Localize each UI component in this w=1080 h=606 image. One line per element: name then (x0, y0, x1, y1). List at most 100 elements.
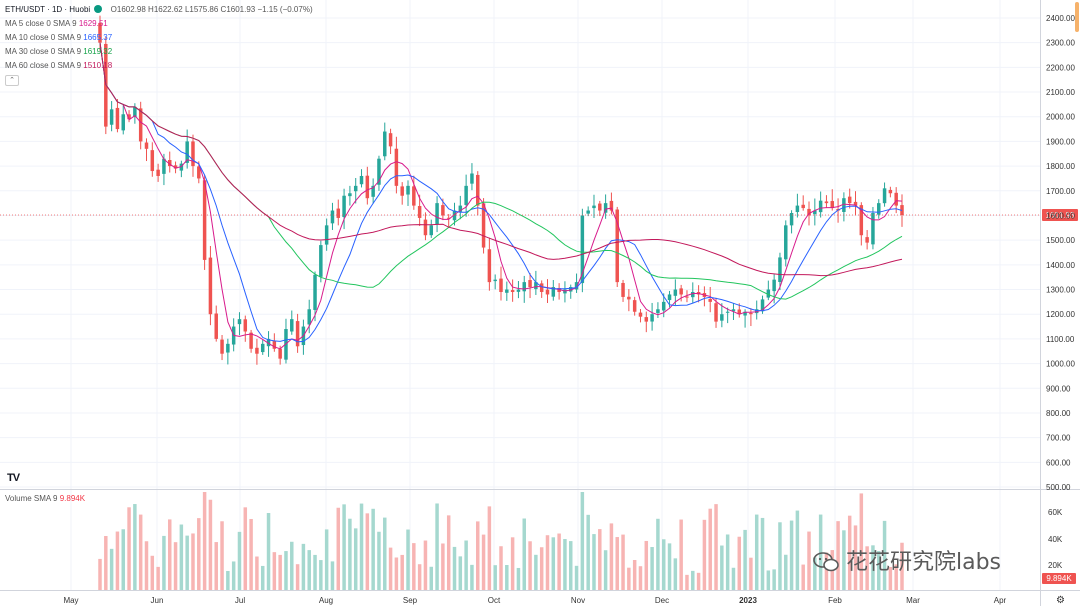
ohlc-values: O1602.98 H1622.62 L1575.86 C1601.93 −1.1… (110, 5, 313, 14)
volume-bar (365, 513, 370, 590)
candle-body (260, 343, 265, 353)
grid (0, 0, 1040, 590)
candle-body (429, 225, 434, 236)
price-tick-label: 900.00 (1046, 384, 1071, 393)
candle-body (214, 313, 218, 339)
price-tick-label: 1300.00 (1046, 286, 1075, 295)
volume-bar (842, 530, 846, 590)
volume-bar (650, 547, 654, 590)
volume-bar (824, 552, 829, 590)
candle-body (98, 22, 102, 43)
price-tick-label: 1900.00 (1046, 137, 1075, 146)
volume-bar (319, 560, 323, 590)
volume-bar (505, 564, 509, 590)
collapse-legend-button[interactable]: ⌃ (5, 75, 19, 86)
volume-bar (784, 554, 788, 590)
volume-bar (144, 541, 149, 590)
candle-body (760, 299, 765, 312)
candle-body (359, 175, 364, 185)
volume-bar (702, 519, 707, 590)
candle-body (272, 340, 277, 349)
candle-body (789, 213, 794, 226)
candle-body (539, 283, 544, 292)
wechat-icon (813, 552, 839, 572)
volume-bar (290, 541, 294, 590)
price-tick-label: 2000.00 (1046, 113, 1075, 122)
candle-body (185, 141, 189, 163)
volume-bar (789, 520, 794, 590)
volume-bar (516, 567, 521, 590)
volume-bar (417, 564, 422, 590)
candle-body (144, 142, 149, 149)
candle-body (720, 314, 724, 321)
candle-body (138, 108, 143, 142)
candle-body (586, 210, 590, 214)
volume-bar (574, 565, 579, 590)
volume-bar (661, 539, 666, 590)
candle-body (534, 282, 538, 290)
volume-bar (167, 519, 172, 590)
price-tick-label: 2200.00 (1046, 63, 1075, 72)
volume-bar (272, 552, 277, 590)
symbol-label[interactable]: ETH/USDT · 1D · Huobi (5, 5, 91, 14)
volume-legend-label: Volume SMA 9 (5, 494, 58, 503)
candle-body (673, 289, 678, 296)
candle-body (685, 296, 689, 298)
volume-bar (580, 492, 585, 590)
candle-body (353, 185, 358, 192)
price-tick-label: 500.00 (1046, 483, 1071, 492)
candle-body (667, 294, 672, 301)
volume-bar (714, 504, 718, 590)
volume-bar (226, 570, 230, 590)
ma10-legend[interactable]: MA 10 close 0 SMA 9 1665.37 (5, 31, 313, 45)
time-tick-label: Dec (655, 596, 669, 605)
candle-body (342, 195, 346, 218)
candle-body (162, 158, 166, 174)
candle-body (243, 319, 248, 332)
settings-gear-icon[interactable]: ⚙ (1056, 595, 1065, 606)
volume-bar (324, 529, 329, 590)
volume-bar (202, 492, 207, 590)
price-tick-label: 800.00 (1046, 409, 1071, 418)
candle-body (894, 192, 898, 206)
candle-body (487, 249, 492, 283)
volume-bar (563, 539, 567, 590)
volume-bar (104, 536, 108, 590)
ma60-legend[interactable]: MA 60 close 0 SMA 9 1510.18 (5, 59, 313, 73)
price-axis-scrollbar (1075, 2, 1079, 32)
volume-legend[interactable]: Volume SMA 9 9.894K (5, 494, 85, 503)
ma5-legend[interactable]: MA 5 close 0 SMA 9 1629.51 (5, 17, 313, 31)
ma10-label: MA 10 close 0 SMA 9 (5, 33, 82, 42)
candle-body (766, 289, 771, 298)
volume-bar (836, 521, 840, 590)
candle-body (412, 186, 416, 206)
market-status-dot (94, 5, 103, 13)
ma10-line (99, 42, 903, 343)
volume-bar (359, 503, 364, 590)
symbol-row: ETH/USDT · 1D · Huobi O1602.98 H1622.62 … (5, 3, 313, 17)
volume-bar (487, 506, 492, 590)
volume-bar (133, 504, 137, 590)
volume-bar (691, 570, 695, 590)
volume-bar (208, 499, 213, 590)
volume-bars (98, 492, 904, 590)
volume-bar (877, 551, 881, 590)
candle-body (772, 279, 776, 292)
candle-body (603, 203, 608, 213)
volume-bar (441, 543, 445, 590)
candle-body (627, 296, 631, 300)
ma30-label: MA 30 close 0 SMA 9 (5, 47, 82, 56)
time-tick-label: 2023 (739, 596, 757, 605)
volume-bar (476, 521, 480, 590)
volume-bar (871, 545, 875, 590)
time-tick-label: Sep (403, 596, 418, 605)
tradingview-logo[interactable]: TV (7, 472, 20, 484)
volume-bar (772, 569, 776, 590)
volume-bar (295, 564, 300, 590)
volume-bar (162, 535, 166, 590)
candle-body (371, 185, 375, 197)
volume-last-label: 9.894K (1046, 574, 1072, 583)
candle-body (609, 200, 614, 211)
ma30-legend[interactable]: MA 30 close 0 SMA 9 1619.32 (5, 45, 313, 59)
